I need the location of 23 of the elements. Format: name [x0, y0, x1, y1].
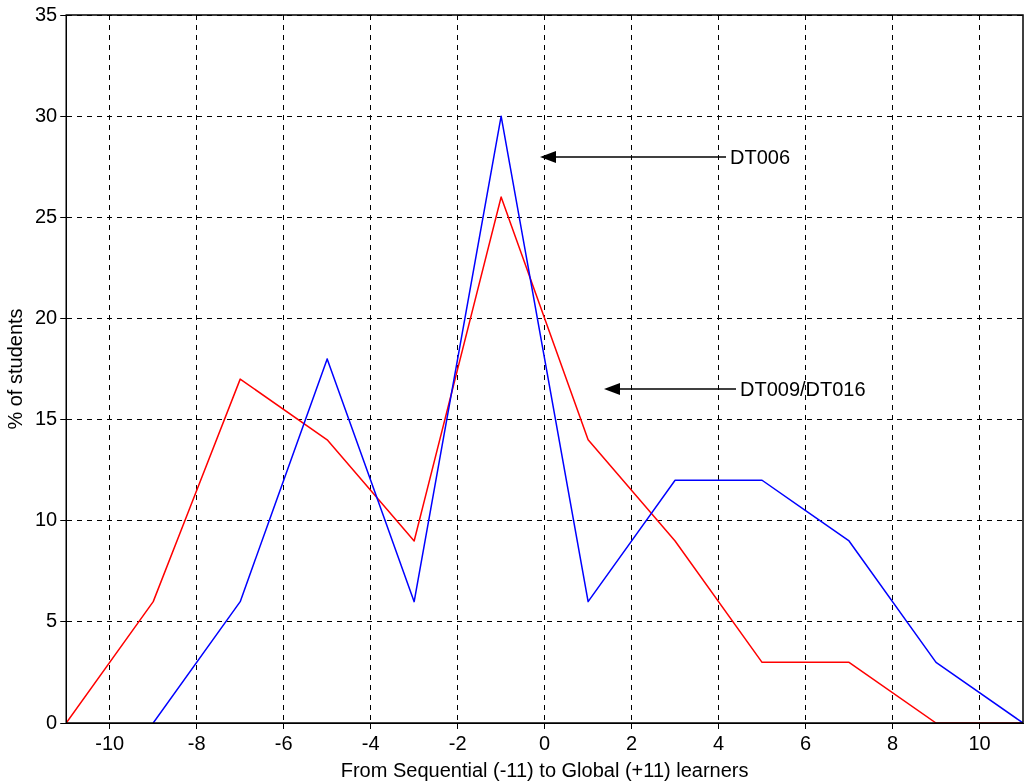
y-tick-label: 35: [35, 2, 58, 25]
x-tick-label: -10: [95, 731, 125, 754]
annotation: DT009/DT016: [740, 377, 866, 401]
x-tick-label: 10: [968, 731, 991, 754]
y-tick-label: 0: [46, 710, 58, 733]
x-tick-label: 6: [799, 731, 812, 754]
y-tick-label: 15: [35, 407, 58, 430]
x-tick-label: -6: [274, 731, 293, 754]
y-tick-label: 10: [35, 508, 58, 531]
annotation: DT006: [730, 145, 791, 169]
y-axis-title: % of students: [3, 308, 26, 430]
y-tick-label: 20: [35, 305, 58, 328]
x-tick-label: -4: [361, 731, 380, 754]
x-tick-label: 8: [886, 731, 899, 754]
x-tick-label: 0: [539, 731, 551, 754]
y-tick-label: 30: [35, 103, 58, 126]
x-tick-label: -8: [187, 731, 206, 754]
y-tick-label: 25: [35, 204, 58, 227]
y-tick-label: 5: [46, 609, 58, 632]
x-tick-label: 4: [713, 731, 725, 754]
x-axis-title: From Sequential (-11) to Global (+11) learners: [340, 758, 749, 781]
x-tick-label: 2: [626, 731, 638, 754]
x-tick-label: -2: [448, 731, 467, 754]
